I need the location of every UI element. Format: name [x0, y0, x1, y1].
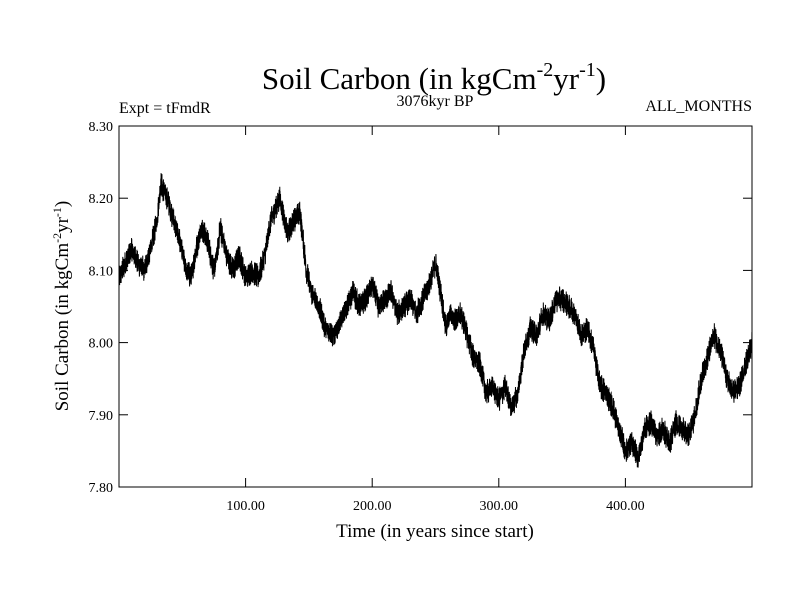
x-tick-label: 200.00 — [353, 499, 392, 514]
months-label: ALL_MONTHS — [645, 98, 752, 115]
x-axis-ticks: 100.00 200.00 300.00 400.00 — [226, 126, 645, 514]
x-axis-label: Time (in years since start) — [336, 521, 534, 542]
y-tick-label: 7.90 — [89, 409, 114, 424]
y-axis-ticks: 7.80 7.90 8.00 8.10 8.20 8.30 — [89, 120, 752, 496]
soil-carbon-series-line — [118, 173, 753, 468]
x-tick-label: 300.00 — [480, 499, 519, 514]
y-axis-label: Soil Carbon (in kgCm-2yr-1) — [50, 201, 73, 412]
x-tick-label: 100.00 — [226, 499, 265, 514]
y-tick-label: 8.20 — [89, 192, 114, 207]
x-tick-label: 400.00 — [606, 499, 645, 514]
chart-title: Soil Carbon (in kgCm-2yr-1) — [262, 59, 606, 96]
experiment-label: Expt = tFmdR — [119, 100, 211, 117]
plot-frame — [118, 125, 753, 488]
y-tick-label: 8.10 — [89, 264, 114, 279]
y-tick-label: 8.30 — [89, 120, 114, 135]
y-tick-label: 7.80 — [89, 481, 114, 496]
y-tick-label: 8.00 — [89, 337, 114, 352]
period-label: 3076kyr BP — [397, 93, 474, 110]
